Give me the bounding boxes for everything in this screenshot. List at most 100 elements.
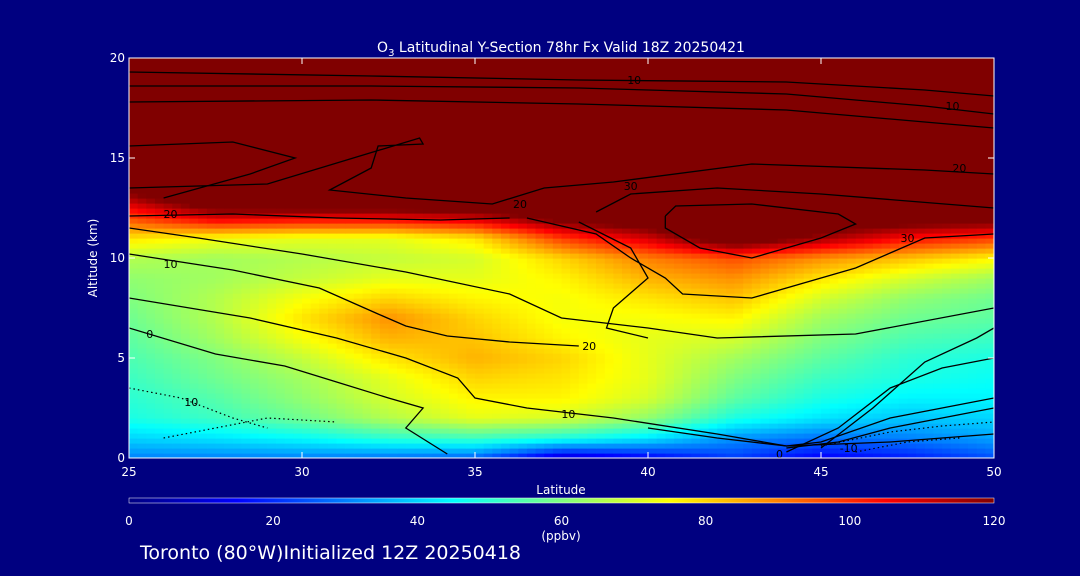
heatmap-cell (180, 388, 191, 394)
heatmap-cell (751, 333, 762, 339)
heatmap-cell (129, 228, 139, 234)
heatmap-cell (630, 383, 640, 389)
heatmap-cell (673, 383, 684, 389)
heatmap-cell (777, 433, 787, 439)
heatmap-cell (336, 223, 346, 229)
heatmap-cell (466, 263, 476, 269)
heatmap-cell (717, 433, 727, 439)
heatmap-cell (241, 358, 251, 364)
heatmap-cell (371, 448, 381, 454)
heatmap-cell (483, 253, 493, 259)
heatmap-cell (353, 338, 364, 344)
heatmap-cell (734, 323, 744, 329)
heatmap-cell (760, 328, 770, 334)
heatmap-cell (578, 358, 589, 364)
heatmap-cell (518, 338, 528, 344)
heatmap-cell (509, 288, 519, 294)
heatmap-cell (224, 408, 234, 414)
heatmap-cell (232, 348, 243, 354)
heatmap-cell (855, 363, 865, 369)
heatmap-cell (267, 418, 277, 424)
heatmap-cell (544, 273, 554, 279)
heatmap-cell (604, 438, 614, 444)
heatmap-cell (250, 388, 260, 394)
heatmap-cell (293, 443, 303, 449)
heatmap-cell (379, 223, 390, 229)
heatmap-cell (881, 398, 891, 404)
heatmap-cell (916, 323, 926, 329)
heatmap-cell (241, 388, 251, 394)
heatmap-cell (172, 208, 182, 214)
heatmap-cell (725, 388, 736, 394)
heatmap-cell (250, 408, 260, 414)
heatmap-cell (786, 258, 796, 264)
heatmap-cell (968, 293, 978, 299)
heatmap-cell (224, 268, 234, 274)
heatmap-cell (310, 338, 320, 344)
heatmap-cell (604, 368, 614, 374)
heatmap-cell (648, 378, 658, 384)
heatmap-cell (656, 363, 666, 369)
heatmap-cell (336, 263, 346, 269)
heatmap-cell (163, 273, 173, 279)
heatmap-cell (613, 333, 623, 339)
heatmap-cell (276, 283, 286, 289)
heatmap-cell (172, 368, 182, 374)
heatmap-cell (518, 303, 528, 309)
heatmap-cell (466, 323, 476, 329)
heatmap-cell (656, 393, 666, 399)
heatmap-cell (267, 373, 277, 379)
heatmap-cell (968, 378, 978, 384)
heatmap-cell (414, 208, 424, 214)
heatmap-cell (795, 398, 805, 404)
heatmap-cell (682, 388, 692, 394)
heatmap-cell (241, 363, 251, 369)
heatmap-cell (812, 393, 822, 399)
heatmap-cell (743, 343, 753, 349)
heatmap-cell (215, 283, 225, 289)
heatmap-cell (215, 218, 225, 224)
heatmap-cell (224, 453, 234, 458)
heatmap-cell (250, 273, 260, 279)
heatmap-cell (898, 303, 909, 309)
heatmap-cell (829, 233, 839, 239)
heatmap-cell (717, 238, 727, 244)
heatmap-cell (353, 218, 364, 224)
heatmap-cell (241, 373, 251, 379)
heatmap-cell (457, 403, 467, 409)
heatmap-cell (613, 228, 623, 234)
heatmap-cell (154, 288, 165, 294)
heatmap-cell (319, 303, 329, 309)
heatmap-cell (821, 293, 831, 299)
heatmap-cell (924, 353, 935, 359)
heatmap-cell (622, 443, 632, 449)
heatmap-cell (673, 423, 684, 429)
heatmap-cell (691, 288, 701, 294)
heatmap-cell (751, 228, 762, 234)
heatmap-cell (751, 448, 762, 454)
heatmap-cell (327, 248, 338, 254)
heatmap-cell (241, 293, 251, 299)
heatmap-cell (405, 353, 416, 359)
heatmap-cell (751, 393, 762, 399)
heatmap-cell (829, 443, 839, 449)
heatmap-cell (267, 273, 277, 279)
heatmap-cell (795, 388, 805, 394)
heatmap-cell (509, 308, 519, 314)
heatmap-cell (172, 433, 182, 439)
heatmap-cell (492, 233, 502, 239)
heatmap-cell (146, 353, 156, 359)
heatmap-cell (829, 333, 839, 339)
heatmap-cell (457, 263, 467, 269)
heatmap-cell (760, 398, 770, 404)
heatmap-cell (284, 293, 294, 299)
heatmap-cell (777, 208, 787, 214)
heatmap-cell (423, 333, 433, 339)
heatmap-cell (336, 253, 346, 259)
heatmap-cell (526, 418, 537, 424)
heatmap-cell (734, 328, 744, 334)
heatmap-cell (587, 253, 597, 259)
heatmap-cell (725, 383, 736, 389)
heatmap-cell (492, 318, 502, 324)
heatmap-cell (180, 333, 191, 339)
